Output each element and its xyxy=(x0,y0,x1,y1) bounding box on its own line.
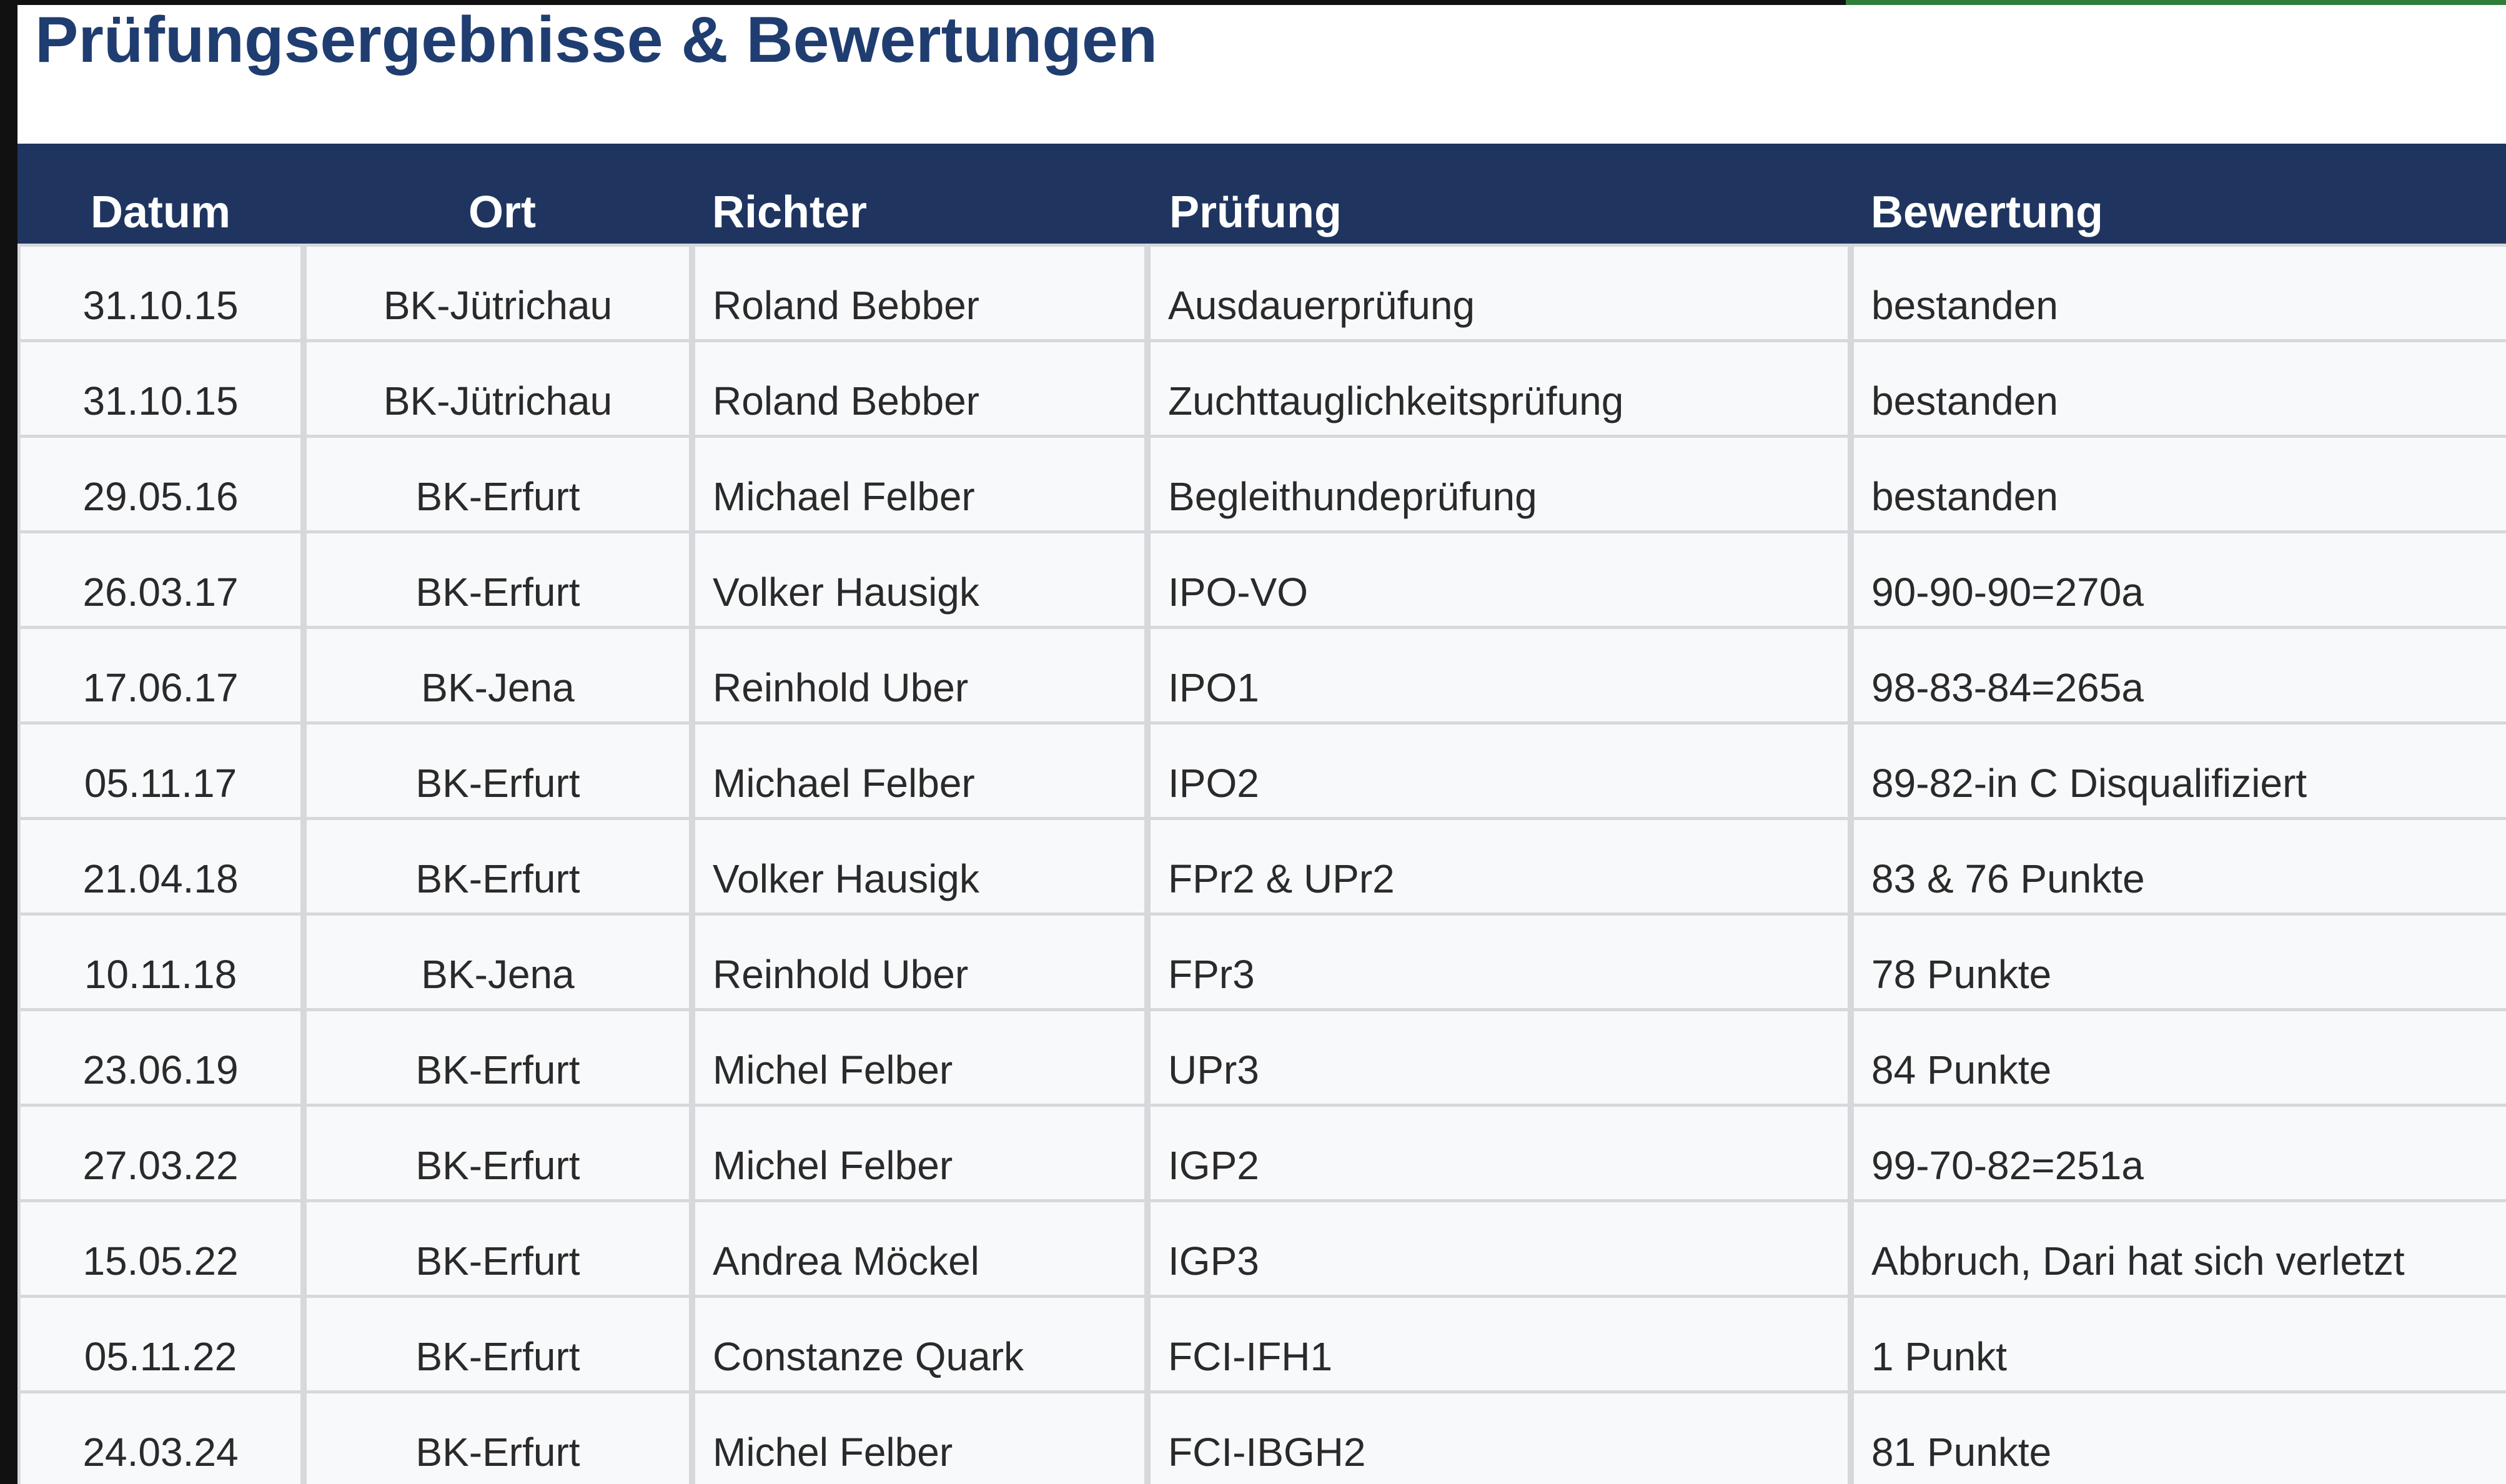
table-cell: 98-83-84=265a xyxy=(1851,626,2506,725)
table-cell: BK-Jena xyxy=(304,626,692,725)
table-cell: BK-Erfurt xyxy=(304,1008,692,1107)
table-cell: IPO-VO xyxy=(1147,530,1851,629)
table-cell: IGP3 xyxy=(1147,1199,1851,1298)
table-cell: 26.03.17 xyxy=(17,530,304,629)
table-cell: BK-Erfurt xyxy=(304,817,692,916)
table-cell: BK-Erfurt xyxy=(304,1199,692,1298)
table-cell: 10.11.18 xyxy=(17,913,304,1011)
column-header: Bewertung xyxy=(1871,187,2104,237)
table-cell: bestanden xyxy=(1851,244,2506,342)
table-cell: 78 Punkte xyxy=(1851,913,2506,1011)
table-cell: BK-Erfurt xyxy=(304,530,692,629)
table-cell: 17.06.17 xyxy=(17,626,304,725)
table-cell: BK-Erfurt xyxy=(304,1295,692,1393)
table-cell: BK-Jütrichau xyxy=(304,244,692,342)
table-cell: Abbruch, Dari hat sich verletzt xyxy=(1851,1199,2506,1298)
table-cell: Zuchttauglichkeitsprüfung xyxy=(1147,339,1851,438)
table-cell: 90-90-90=270a xyxy=(1851,530,2506,629)
table-cell: 31.10.15 xyxy=(17,244,304,342)
table-cell: BK-Erfurt xyxy=(304,1390,692,1484)
table-cell: 83 & 76 Punkte xyxy=(1851,817,2506,916)
column-header: Datum xyxy=(91,187,231,237)
table-header: Datum Ort Richter Prüfung Bewertung xyxy=(17,144,2506,244)
left-edge xyxy=(0,0,17,1484)
table-cell: Constanze Quark xyxy=(692,1295,1147,1393)
table-cell: Reinhold Uber xyxy=(692,913,1147,1011)
table-cell: Roland Bebber xyxy=(692,244,1147,342)
table-cell: 05.11.22 xyxy=(17,1295,304,1393)
table-cell: Michael Felber xyxy=(692,435,1147,533)
table-cell: IPO2 xyxy=(1147,721,1851,820)
title: Prüfungsergebnisse & Bewertungen xyxy=(35,4,1158,76)
table-cell: BK-Jena xyxy=(304,913,692,1011)
table-cell: 24.03.24 xyxy=(17,1390,304,1484)
column-header: Richter xyxy=(712,187,868,237)
table-cell: FPr3 xyxy=(1147,913,1851,1011)
table-cell: IGP2 xyxy=(1147,1104,1851,1202)
table-cell: 89-82-in C Disqualifiziert xyxy=(1851,721,2506,820)
table-cell: Michel Felber xyxy=(692,1008,1147,1107)
table-cell: 15.05.22 xyxy=(17,1199,304,1298)
table-cell: IPO1 xyxy=(1147,626,1851,725)
table-cell: BK-Jütrichau xyxy=(304,339,692,438)
table-cell: 99-70-82=251a xyxy=(1851,1104,2506,1202)
table-cell: Michel Felber xyxy=(692,1390,1147,1484)
column-header: Ort xyxy=(468,187,536,237)
table-cell: Volker Hausigk xyxy=(692,817,1147,916)
top-accent xyxy=(1846,0,2506,5)
table-cell: Michel Felber xyxy=(692,1104,1147,1202)
table-cell: 05.11.17 xyxy=(17,721,304,820)
table-cell: FCI-IFH1 xyxy=(1147,1295,1851,1393)
table-cell: BK-Erfurt xyxy=(304,721,692,820)
table-cell: UPr3 xyxy=(1147,1008,1851,1107)
table-cell: bestanden xyxy=(1851,339,2506,438)
table-cell: 21.04.18 xyxy=(17,817,304,916)
table-cell: BK-Erfurt xyxy=(304,435,692,533)
table-cell: Ausdauerprüfung xyxy=(1147,244,1851,342)
table-cell: FPr2 & UPr2 xyxy=(1147,817,1851,916)
table-cell: 1 Punkt xyxy=(1851,1295,2506,1393)
table-cell: Begleithundeprüfung xyxy=(1147,435,1851,533)
table-cell: 23.06.19 xyxy=(17,1008,304,1107)
table-cell: 27.03.22 xyxy=(17,1104,304,1202)
table-cell: bestanden xyxy=(1851,435,2506,533)
table-cell: 84 Punkte xyxy=(1851,1008,2506,1107)
table-cell: Michael Felber xyxy=(692,721,1147,820)
table-cell: 31.10.15 xyxy=(17,339,304,438)
table-cell: Reinhold Uber xyxy=(692,626,1147,725)
table-cell: FCI-IBGH2 xyxy=(1147,1390,1851,1484)
table-cell: Andrea Möckel xyxy=(692,1199,1147,1298)
column-header: Prüfung xyxy=(1169,187,1342,237)
table-cell: 81 Punkte xyxy=(1851,1390,2506,1484)
table-cell: Volker Hausigk xyxy=(692,530,1147,629)
table-cell: BK-Erfurt xyxy=(304,1104,692,1202)
table-cell: Roland Bebber xyxy=(692,339,1147,438)
top-edge xyxy=(0,0,1846,5)
table-cell: 29.05.16 xyxy=(17,435,304,533)
